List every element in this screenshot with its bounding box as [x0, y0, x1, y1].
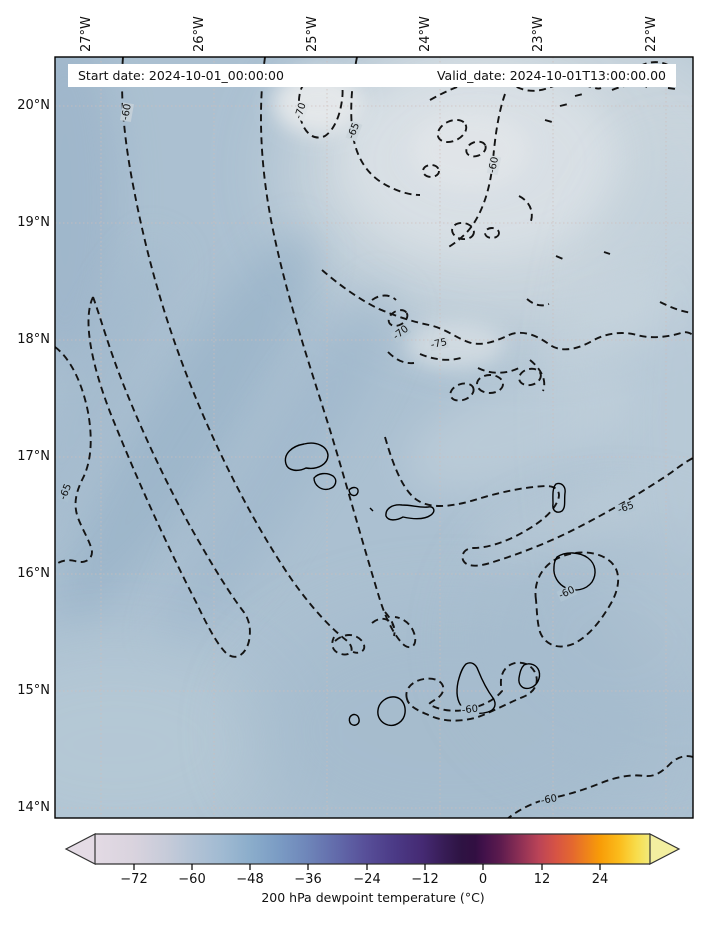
colorbar-tick-label: 24: [591, 872, 609, 887]
date-header: Start date: 2024-10-01_00:00:00 Valid_da…: [68, 64, 676, 87]
colorbar-tick-label: −60: [178, 872, 206, 887]
y-tick-label: 18°N: [17, 332, 50, 347]
colorbar: [64, 833, 681, 870]
colorbar-tick-label: 12: [533, 872, 551, 887]
valid-date-text: Valid_date: 2024-10-01T13:00:00.00: [436, 68, 666, 83]
y-tick-label: 17°N: [17, 449, 50, 464]
y-tick-label: 16°N: [17, 566, 50, 581]
colorbar-tick-label: −12: [411, 872, 439, 887]
y-tick-label: 15°N: [17, 683, 50, 698]
map-shading: [55, 57, 693, 818]
colorbar-tick-label: 0: [478, 872, 488, 887]
y-tick-label: 20°N: [17, 98, 50, 113]
x-tick-label: 26°W: [192, 16, 207, 52]
contour-label: -60: [460, 703, 480, 717]
colorbar-tick-label: −48: [236, 872, 264, 887]
x-tick-label: 27°W: [79, 16, 94, 52]
colorbar-tick-label: −24: [353, 872, 381, 887]
x-tick-label: 22°W: [644, 16, 659, 52]
map-border: [54, 56, 694, 819]
x-tick-label: 24°W: [418, 16, 433, 52]
x-tick-label: 25°W: [305, 16, 320, 52]
y-tick-label: 19°N: [17, 215, 50, 230]
colorbar-tick-label: −36: [294, 872, 322, 887]
coastlines: [284, 442, 596, 727]
colorbar-title: 200 hPa dewpoint temperature (°C): [261, 890, 485, 905]
start-date-text: Start date: 2024-10-01_00:00:00: [78, 68, 284, 83]
colorbar-ticks: [133, 864, 601, 870]
colorbar-tick-label: −72: [120, 872, 148, 887]
x-tick-label: 23°W: [531, 16, 546, 52]
y-tick-label: 14°N: [17, 800, 50, 815]
